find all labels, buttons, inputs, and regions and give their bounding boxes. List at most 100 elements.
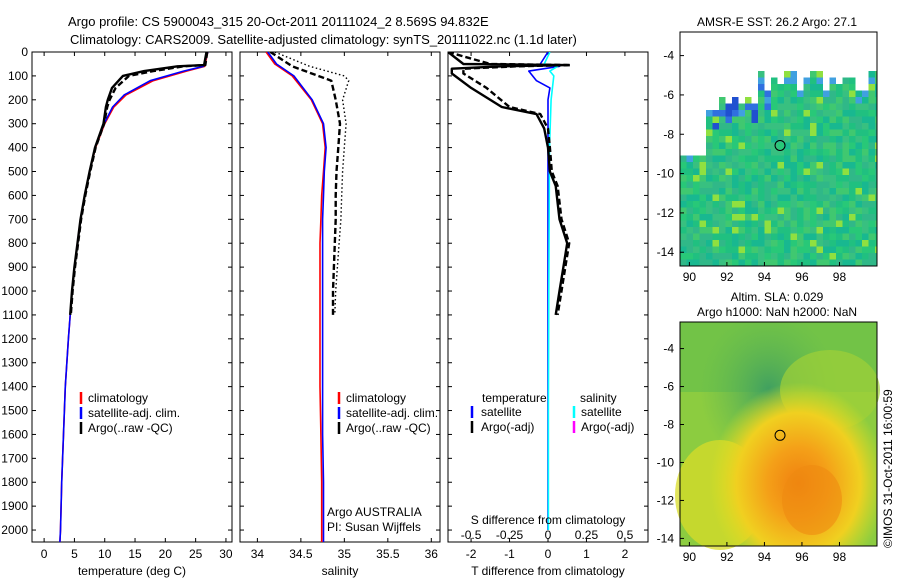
sst-cell xyxy=(732,162,739,169)
x-tick-label: 34.5 xyxy=(289,547,313,561)
sst-cell xyxy=(829,207,836,214)
sst-cell xyxy=(810,227,817,234)
sst-cell xyxy=(790,188,797,195)
sst-cell xyxy=(706,214,713,221)
series-line xyxy=(59,52,209,542)
sst-cell xyxy=(777,142,784,149)
sst-cell xyxy=(836,201,843,208)
sst-cell xyxy=(777,84,784,91)
sst-cell xyxy=(712,246,719,253)
lat-tick-label: -6 xyxy=(663,88,674,102)
sst-cell xyxy=(868,259,875,266)
sst-cell xyxy=(849,77,856,84)
sst-cell xyxy=(829,240,836,247)
sst-cell xyxy=(790,220,797,227)
sst-cell xyxy=(862,220,869,227)
sst-cell xyxy=(875,149,877,156)
x-tick-label: -1 xyxy=(504,547,515,561)
sst-cell xyxy=(693,162,700,169)
depth-tick-label: 1000 xyxy=(1,284,28,298)
sst-cell xyxy=(751,233,758,240)
sst-cell xyxy=(868,149,875,156)
sst-cell xyxy=(706,246,713,253)
sst-cell xyxy=(855,194,862,201)
sst-cell xyxy=(790,142,797,149)
sst-cell xyxy=(784,240,791,247)
sst-cell xyxy=(790,90,797,97)
sst-cell xyxy=(875,168,877,175)
sst-cell xyxy=(725,129,732,136)
sst-cell xyxy=(738,162,745,169)
x-tick-label: 20 xyxy=(159,547,173,561)
sst-cell xyxy=(790,253,797,260)
sst-cell xyxy=(823,246,830,253)
sst-cell xyxy=(751,188,758,195)
sst-cell xyxy=(771,123,778,130)
sst-cell xyxy=(790,155,797,162)
sst-cell xyxy=(875,194,877,201)
legend-title-salinity: salinity xyxy=(580,391,617,405)
sst-cell xyxy=(758,155,765,162)
sst-cell xyxy=(751,123,758,130)
sst-cell xyxy=(725,149,732,156)
sst-cell xyxy=(823,207,830,214)
sst-cell xyxy=(686,201,693,208)
difference-legend: temperature satellite Argo(-adj) salinit… xyxy=(470,391,634,434)
sst-cell xyxy=(732,110,739,117)
sst-cell xyxy=(777,246,784,253)
sst-cell xyxy=(803,103,810,110)
temperature-xlabel: temperature (deg C) xyxy=(78,564,186,578)
sst-cell xyxy=(810,142,817,149)
difference-series xyxy=(448,52,573,530)
sst-cell xyxy=(842,149,849,156)
sst-cell xyxy=(810,136,817,143)
salinity-depth-ticks xyxy=(240,51,440,531)
sst-cell xyxy=(738,168,745,175)
sst-cell xyxy=(686,214,693,221)
sst-cell xyxy=(829,142,836,149)
sst-cell xyxy=(849,194,856,201)
sst-cell xyxy=(751,116,758,123)
sst-cell xyxy=(829,201,836,208)
sst-cell xyxy=(803,188,810,195)
sst-cell xyxy=(829,155,836,162)
sst-cell xyxy=(823,149,830,156)
sst-cell xyxy=(862,90,869,97)
sst-cell xyxy=(810,188,817,195)
sst-cell xyxy=(712,214,719,221)
sst-cell xyxy=(758,233,765,240)
sst-cell xyxy=(803,207,810,214)
sst-cell xyxy=(732,142,739,149)
sst-cell xyxy=(738,142,745,149)
sst-map-axes: 90 92 94 96 98 -4 -6 -8 -10 -12 -14 xyxy=(657,49,847,284)
sst-cell xyxy=(725,259,732,266)
sst-cell xyxy=(764,129,771,136)
sst-cell xyxy=(849,97,856,104)
sst-cell xyxy=(712,233,719,240)
sst-cell xyxy=(862,207,869,214)
sst-cell xyxy=(803,259,810,266)
lat-tick-label: -6 xyxy=(663,380,674,394)
sst-cell xyxy=(862,149,869,156)
sst-cell xyxy=(803,194,810,201)
sst-cell xyxy=(738,149,745,156)
sst-cell xyxy=(686,253,693,260)
sst-cell xyxy=(777,168,784,175)
sst-cell xyxy=(719,233,726,240)
sst-cell xyxy=(777,259,784,266)
sst-cell xyxy=(771,246,778,253)
sst-cell xyxy=(771,220,778,227)
sst-cell xyxy=(784,136,791,143)
sst-cell xyxy=(784,253,791,260)
sst-cell xyxy=(816,90,823,97)
sst-cell xyxy=(842,103,849,110)
sst-cell xyxy=(849,201,856,208)
sst-cell xyxy=(810,246,817,253)
sst-cell xyxy=(823,175,830,182)
sst-cell xyxy=(738,220,745,227)
sst-cell xyxy=(764,149,771,156)
sst-cell xyxy=(849,207,856,214)
sst-cell xyxy=(764,240,771,247)
sst-cell xyxy=(745,97,752,104)
legend-label-argo: Argo(..raw -QC) xyxy=(346,421,431,435)
